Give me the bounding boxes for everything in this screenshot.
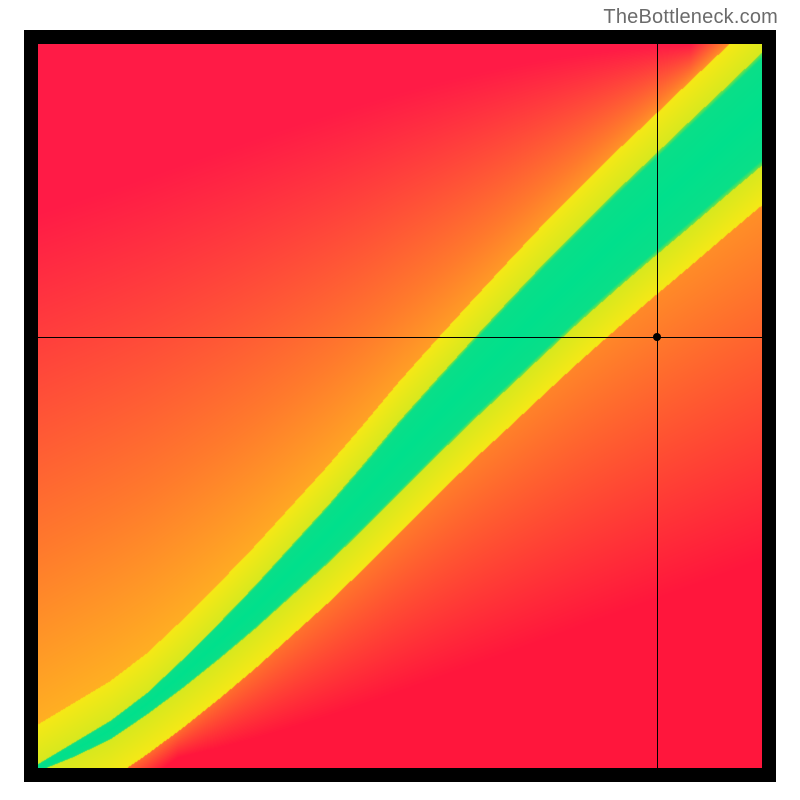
plot-inner <box>38 44 762 768</box>
chart-container: TheBottleneck.com <box>0 0 800 800</box>
watermark-text: TheBottleneck.com <box>603 6 778 29</box>
plot-frame <box>24 30 776 782</box>
crosshair-vertical <box>657 44 658 768</box>
heatmap-canvas <box>38 44 762 768</box>
crosshair-marker <box>653 333 661 341</box>
